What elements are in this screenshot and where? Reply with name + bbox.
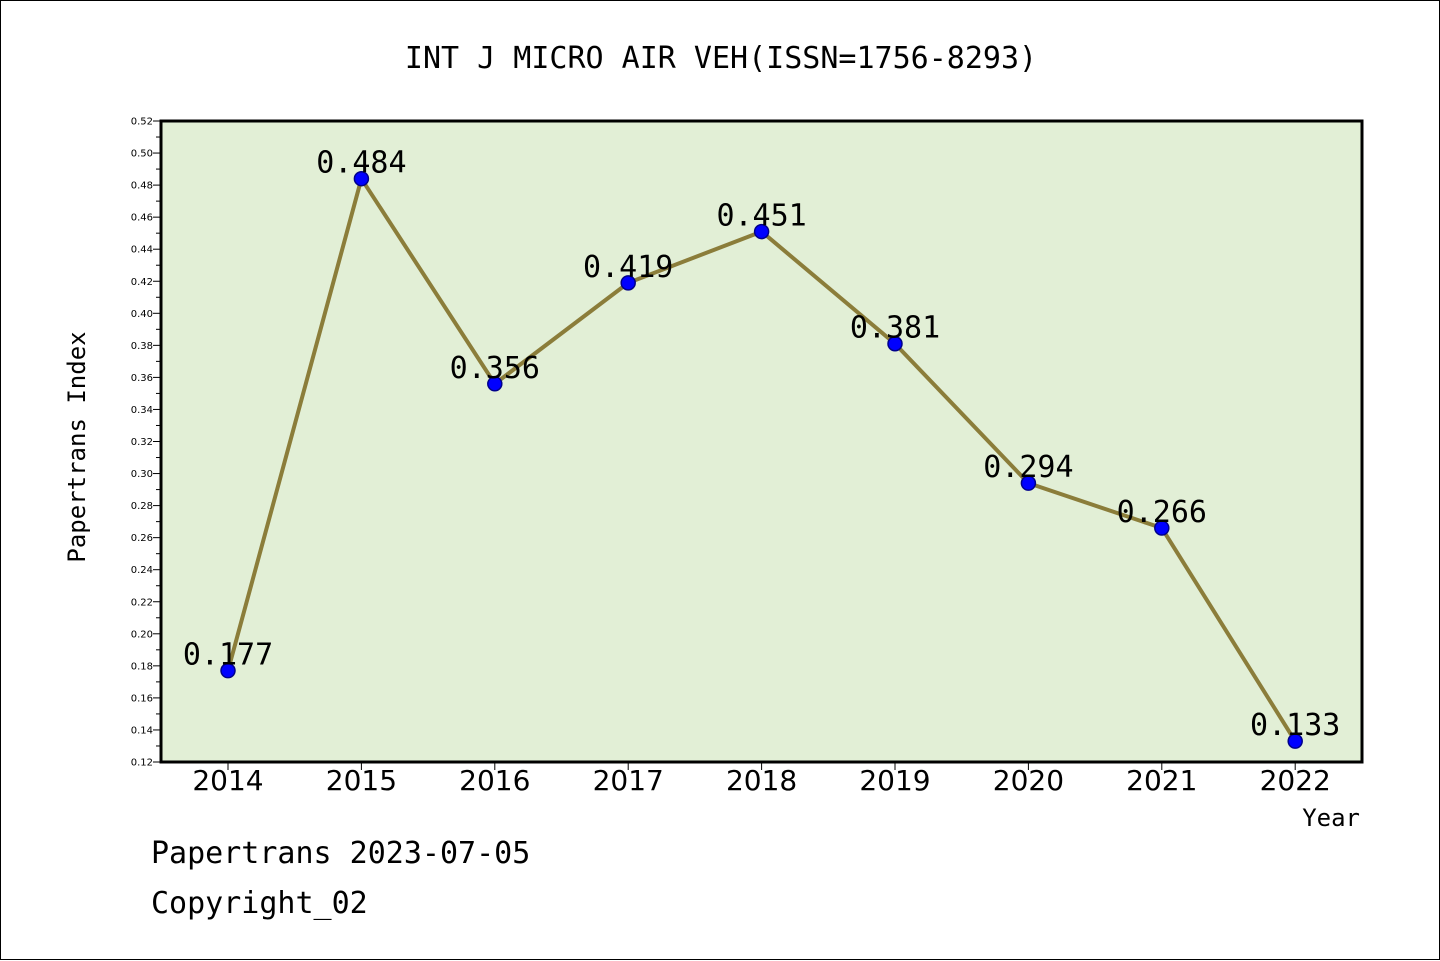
- data-label: 0.294: [983, 450, 1073, 485]
- y-tick-label: 0.26: [131, 533, 153, 544]
- y-tick-label: 0.18: [131, 661, 153, 672]
- y-tick-label: 0.32: [131, 437, 153, 448]
- y-tick-label: 0.42: [131, 277, 153, 288]
- y-tick-label: 0.14: [131, 725, 153, 736]
- y-tick-label: 0.46: [131, 213, 153, 224]
- x-tick-label: 2018: [726, 764, 797, 797]
- data-point: [753, 223, 770, 240]
- x-tick-label: 2016: [459, 764, 530, 797]
- data-label: 0.266: [1117, 495, 1207, 530]
- y-tick-label: 0.28: [131, 501, 153, 512]
- data-label-group: 0.177 0.484 0.356 0.419 0.451 0.381 0.294 0.266…: [183, 146, 1341, 743]
- data-point: [1154, 520, 1170, 536]
- y-axis-label: Papertrans Index: [63, 331, 91, 562]
- x-tick-label: 2022: [1260, 764, 1331, 797]
- data-label: 0.451: [716, 199, 806, 234]
- y-tick-label: 0.52: [131, 117, 153, 128]
- data-label: 0.419: [583, 250, 673, 285]
- data-point: [1287, 733, 1303, 749]
- y-tick-label: 0.48: [131, 181, 153, 192]
- y-tick-label: 0.16: [131, 693, 153, 704]
- data-point: [487, 376, 503, 392]
- footer-date: Papertrans 2023-07-05: [151, 836, 531, 871]
- data-point: [1020, 475, 1037, 491]
- x-tick-label: 2014: [192, 764, 263, 797]
- data-label: 0.381: [850, 311, 940, 346]
- y-tick-label: 0.40: [131, 309, 153, 320]
- data-label: 0.356: [450, 351, 540, 386]
- x-tick-label: 2019: [859, 764, 930, 797]
- y-tick-label: 0.36: [131, 373, 153, 384]
- plot-border: [159, 119, 1364, 764]
- x-tick-label: 2020: [993, 764, 1064, 797]
- y-tick-label: 0.44: [131, 245, 153, 256]
- chart-title: INT J MICRO AIR VEH(ISSN=1756-8293): [405, 41, 1037, 76]
- y-tick-label: 0.50: [131, 149, 153, 160]
- y-tick-label: 0.38: [131, 341, 153, 352]
- y-tick-label: 0.30: [131, 469, 153, 480]
- footer-copyright: Copyright_02: [151, 886, 368, 921]
- data-label: 0.484: [316, 146, 406, 181]
- y-tick-label: 0.20: [131, 629, 153, 640]
- data-point: [220, 662, 236, 679]
- data-point: [353, 170, 370, 187]
- x-tick-label: 2017: [593, 764, 664, 797]
- marker-group: [220, 170, 1303, 749]
- y-tick-label: 0.12: [131, 758, 153, 769]
- y-axis: 0.12 0.14 0.16 0.18 0.20 0.22 0.24 0.26 0.28 0.30…: [131, 117, 161, 769]
- x-axis-label: Year: [1302, 804, 1360, 832]
- data-point: [887, 335, 903, 352]
- y-tick-label: 0.34: [131, 405, 153, 416]
- data-label: 0.177: [183, 638, 273, 673]
- x-tick-label: 2015: [326, 764, 397, 797]
- y-tick-label: 0.24: [131, 565, 153, 576]
- data-label: 0.133: [1250, 708, 1340, 743]
- x-axis: 2014 2015 2016 2017 2018 2019 2020 2021 2022: [192, 762, 1331, 797]
- y-tick-label: 0.22: [131, 597, 153, 608]
- x-tick-label: 2021: [1126, 764, 1197, 797]
- data-point: [620, 275, 636, 291]
